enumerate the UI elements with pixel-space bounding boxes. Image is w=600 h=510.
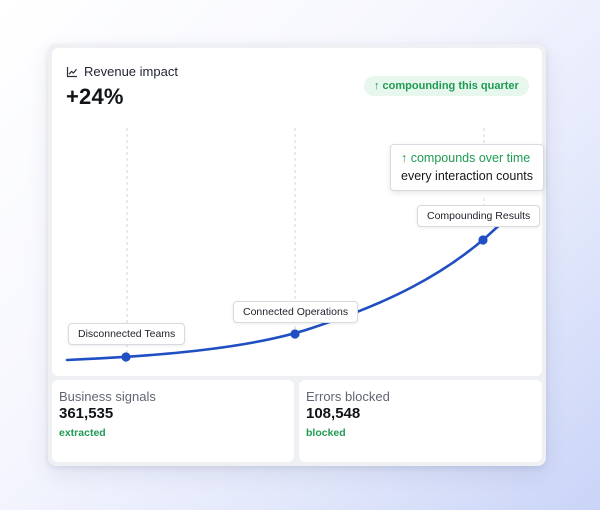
stat-sublabel: blocked bbox=[306, 427, 346, 439]
chart-title-row: Revenue impact bbox=[66, 64, 178, 79]
milestone-label: Compounding Results bbox=[417, 205, 541, 227]
stat-value: 361,535 bbox=[59, 405, 114, 422]
compounding-badge: ↑ compounding this quarter bbox=[364, 76, 529, 96]
growth-curve bbox=[65, 208, 516, 362]
stat-value: 108,548 bbox=[306, 405, 361, 422]
chart-title: Revenue impact bbox=[84, 64, 178, 79]
callout-headline: ↑ compounds over time bbox=[401, 151, 531, 165]
milestone-dot bbox=[121, 352, 131, 362]
milestone-label: Connected Operations bbox=[233, 301, 359, 323]
stat-card-errors-blocked: Errors blocked 108,548 blocked bbox=[299, 380, 542, 462]
revenue-chart-panel: Revenue impact +24% ↑ compounding this q… bbox=[52, 48, 545, 376]
callout-subtext: every interaction counts bbox=[401, 169, 534, 183]
revenue-impact-value: +24% bbox=[66, 84, 124, 109]
stat-card-business-signals: Business signals 361,535 extracted bbox=[52, 380, 294, 462]
stat-label: Business signals bbox=[59, 389, 156, 404]
compounds-callout: ↑ compounds over time every interaction … bbox=[390, 144, 545, 191]
revenue-card: Revenue impact +24% ↑ compounding this q… bbox=[48, 44, 546, 466]
milestone-dot bbox=[290, 329, 300, 339]
milestone-dot bbox=[478, 235, 488, 245]
stat-label: Errors blocked bbox=[306, 389, 390, 404]
line-chart-icon bbox=[66, 66, 78, 78]
milestone-label: Disconnected Teams bbox=[68, 323, 186, 345]
stat-sublabel: extracted bbox=[59, 427, 106, 439]
